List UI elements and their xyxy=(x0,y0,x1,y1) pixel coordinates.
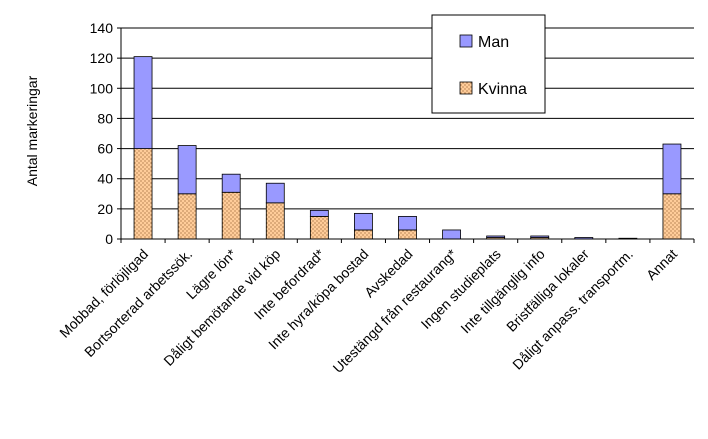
bar-kvinna xyxy=(309,215,329,240)
bar-man xyxy=(398,215,417,231)
bar-man xyxy=(442,229,461,240)
bar-man xyxy=(177,145,197,195)
bar-kvinna xyxy=(177,193,197,240)
y-tick-label: 20 xyxy=(97,201,113,217)
bar-man xyxy=(221,173,241,193)
bar-kvinna xyxy=(354,229,373,240)
y-tick-label: 60 xyxy=(97,141,113,157)
y-tick-label: 120 xyxy=(90,50,114,66)
legend-label-kvinna: Kvinna xyxy=(478,81,527,98)
bar-kvinna xyxy=(133,148,153,240)
legend-label-man: Man xyxy=(478,34,509,51)
x-tick-label: Ingen studieplats xyxy=(418,246,504,332)
bar-man xyxy=(662,143,682,195)
y-tick-label: 80 xyxy=(97,110,113,126)
x-tick-label: Bristfälliga lokaler xyxy=(503,246,592,335)
bar-man xyxy=(486,235,506,238)
axes xyxy=(120,28,695,243)
bar-man xyxy=(133,56,153,149)
bar-man xyxy=(354,212,373,231)
legend: Man Kvinna xyxy=(431,14,546,114)
bar-man xyxy=(309,209,329,217)
y-tick-label: 40 xyxy=(97,171,113,187)
legend-box xyxy=(431,14,546,114)
gridlines xyxy=(117,27,694,240)
bar-man xyxy=(265,182,285,204)
bars xyxy=(133,56,682,240)
y-tick-label: 100 xyxy=(90,80,114,96)
legend-swatch-kvinna xyxy=(459,81,473,95)
legend-swatch-man xyxy=(459,34,473,48)
y-tick-label: 0 xyxy=(105,231,113,247)
y-tick-labels: 0 20 40 60 80 100 120 140 xyxy=(90,20,114,247)
bar-kvinna xyxy=(221,191,241,240)
bar-kvinna xyxy=(398,229,417,240)
bar-kvinna xyxy=(265,202,285,240)
y-tick-label: 140 xyxy=(90,20,114,36)
bar-kvinna xyxy=(662,193,682,240)
y-axis-label: Antal markeringar xyxy=(24,75,40,186)
bar-man xyxy=(530,235,550,238)
x-tick-label: Annat xyxy=(643,246,680,283)
